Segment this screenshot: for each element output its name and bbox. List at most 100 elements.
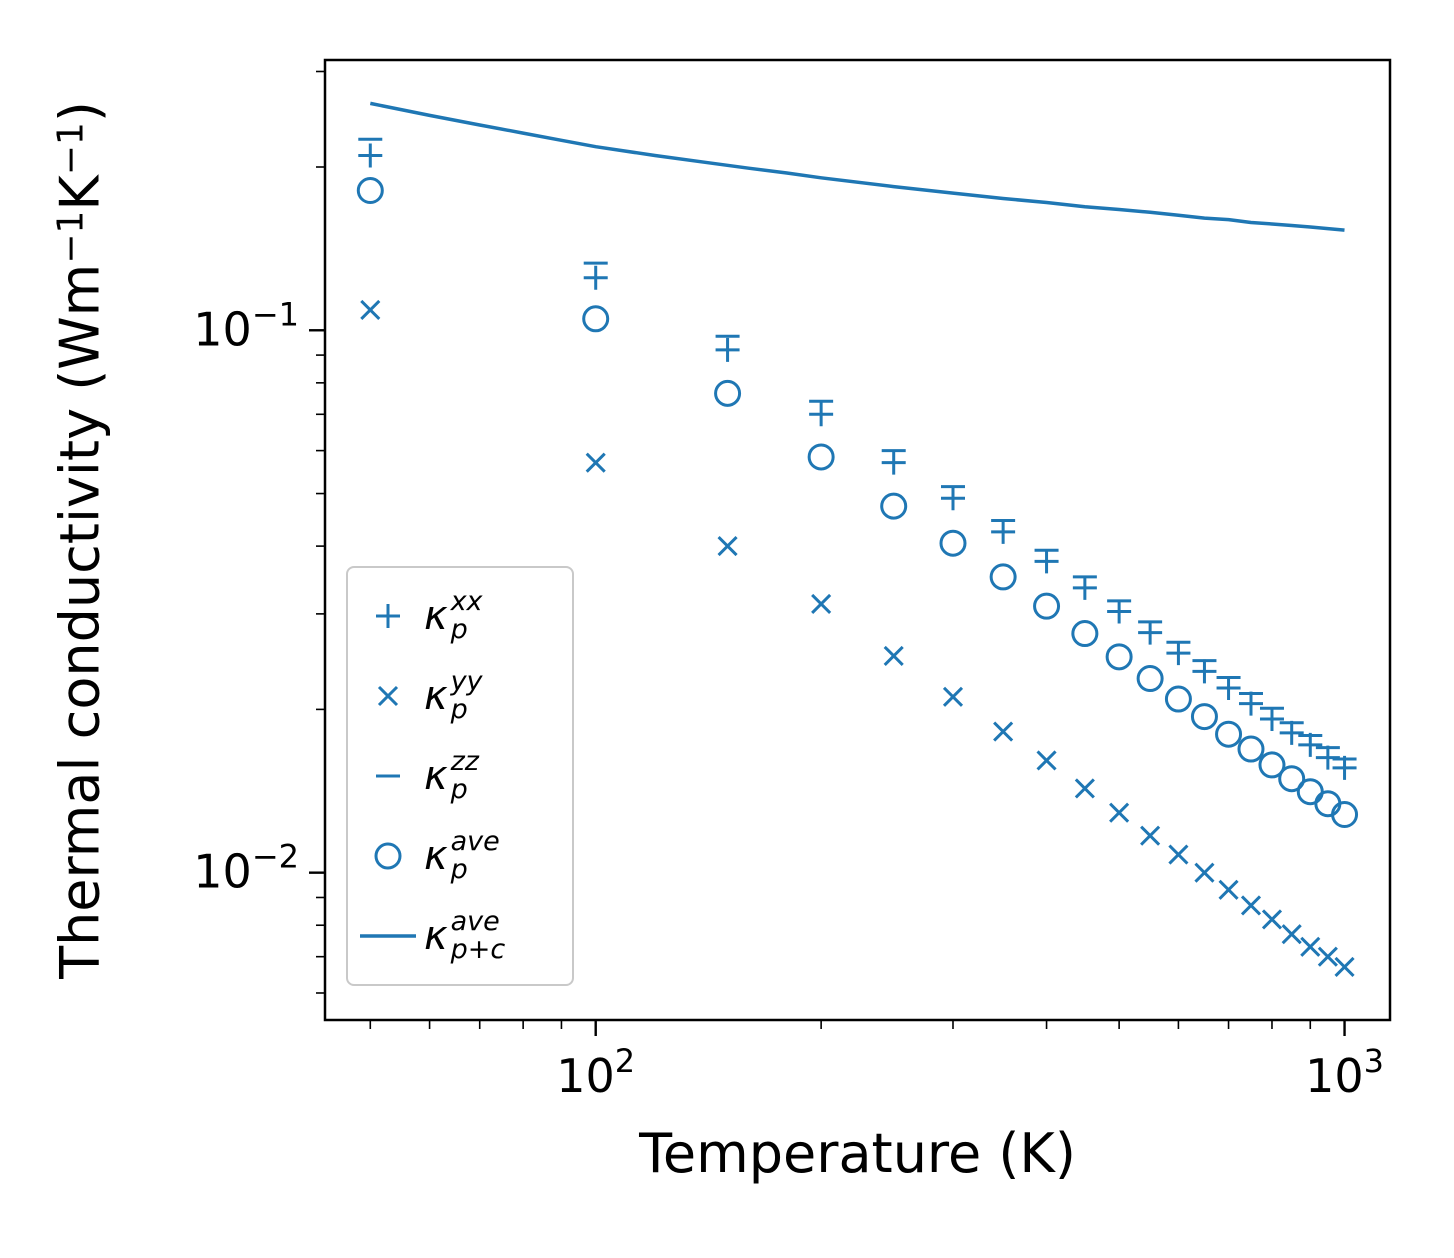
marker-x	[585, 452, 606, 473]
x-tick-label: 102	[556, 1042, 635, 1103]
marker-plus	[881, 450, 906, 475]
marker-plus	[1279, 720, 1304, 745]
y-tick-label: 10−2	[193, 838, 299, 899]
marker-circle	[1215, 720, 1243, 748]
legend-subscript: p+c	[450, 934, 506, 965]
marker-x	[1261, 909, 1283, 930]
marker-circle	[939, 529, 967, 557]
marker-circle	[356, 177, 384, 205]
marker-circle	[1237, 735, 1265, 763]
legend-symbol: κ	[424, 913, 448, 959]
legend-subscript: p	[450, 614, 468, 645]
marker-plus	[1216, 676, 1241, 701]
marker-plus	[940, 486, 965, 511]
marker-circle	[1033, 592, 1061, 620]
marker-x	[360, 299, 381, 321]
marker-circle	[1071, 620, 1099, 648]
marker-plus	[809, 402, 834, 427]
marker-x	[1194, 862, 1215, 883]
legend-line-icon	[360, 934, 416, 938]
marker-x	[942, 686, 964, 707]
marker-x	[1168, 844, 1189, 865]
marker-circle	[1278, 765, 1306, 793]
legend-circle-icon	[374, 842, 402, 870]
marker-plus	[1034, 549, 1059, 574]
marker-x	[1317, 946, 1338, 967]
legend-superscript: yy	[450, 665, 483, 697]
marker-circle	[1258, 751, 1286, 779]
marker-plus	[991, 519, 1016, 544]
marker-x	[717, 536, 738, 557]
y-axis-label: Thermal conductivity (Wm−1K−1)	[49, 101, 112, 979]
marker-x	[1300, 936, 1321, 957]
marker-plus	[1107, 599, 1132, 624]
y-axis-label-text: Thermal conductivity (Wm	[48, 263, 112, 979]
marker-plus	[1072, 575, 1097, 600]
legend-label: κ ave p	[424, 825, 500, 885]
legend-label: κ xx p	[424, 585, 483, 645]
marker-x	[1140, 825, 1161, 846]
marker-circle	[880, 492, 908, 520]
marker-circle	[1190, 703, 1218, 731]
legend-x-icon	[377, 685, 399, 707]
series-kp_xx	[358, 143, 1357, 780]
marker-plus	[1166, 641, 1191, 666]
legend-label: κ yy p	[424, 665, 483, 725]
plot-frame	[323, 58, 1392, 1022]
marker-circle	[1314, 790, 1342, 818]
marker-plus	[376, 604, 400, 628]
legend-subscript: p	[450, 854, 468, 885]
line-series	[369, 101, 1345, 232]
marker-x	[1281, 924, 1302, 945]
marker-plus	[1138, 620, 1163, 645]
legend-superscript: zz	[450, 745, 479, 777]
marker-plus	[358, 143, 383, 168]
legend-superscript: ave	[450, 825, 500, 857]
marker-x	[1036, 750, 1057, 771]
marker-plus	[1238, 691, 1263, 716]
marker-plus	[1192, 659, 1217, 684]
marker-x	[883, 645, 904, 666]
series-kpc_ave	[369, 101, 1345, 232]
legend-subscript: p	[450, 694, 468, 725]
legend-item-kp_ave: κ ave p	[348, 819, 572, 893]
series-kp_ave	[356, 177, 1359, 829]
marker-circle	[989, 563, 1017, 591]
marker-plus	[715, 337, 740, 362]
marker-circle	[807, 443, 835, 471]
marker-circle	[582, 305, 610, 333]
marker-plus	[583, 265, 608, 290]
legend-plus-icon	[376, 604, 400, 628]
series-kp_yy	[360, 299, 1355, 978]
legend-symbol: κ	[424, 753, 448, 799]
marker-x	[811, 593, 832, 614]
marker-circle	[1296, 778, 1324, 806]
marker-x	[1240, 895, 1262, 916]
legend-label: κ zz p	[424, 745, 479, 805]
marker-x	[377, 685, 399, 707]
marker-x	[993, 721, 1014, 742]
marker-circle	[714, 379, 742, 407]
legend-symbol: κ	[424, 673, 448, 719]
marker-circle	[1164, 685, 1192, 713]
legend-item-kpc_ave: κ ave p+c	[348, 899, 572, 973]
y-tick-label: 10−1	[193, 295, 299, 356]
legend-item-kp_xx: κ xx p	[348, 579, 572, 653]
y-axis-label-sup: −1	[50, 122, 92, 176]
series-kp_zz	[358, 137, 1357, 761]
legend-subscript: p	[450, 774, 468, 805]
x-tick-label: 103	[1305, 1042, 1384, 1103]
marker-x	[1109, 802, 1130, 823]
legend: κ xx p κ yy p κ zz p κ ave p κ ave p+c	[346, 566, 574, 986]
legend-symbol: κ	[424, 833, 448, 879]
marker-x	[1334, 956, 1355, 978]
legend-superscript: xx	[450, 585, 483, 617]
y-axis-label-text: )	[48, 101, 112, 123]
legend-minus-icon	[376, 774, 400, 778]
x-axis-label: Temperature (K)	[639, 1122, 1076, 1185]
marker-circle	[1136, 665, 1164, 693]
marker-circle	[1105, 643, 1133, 671]
legend-label: κ ave p+c	[424, 907, 506, 965]
y-axis-label-text: K	[48, 175, 112, 211]
